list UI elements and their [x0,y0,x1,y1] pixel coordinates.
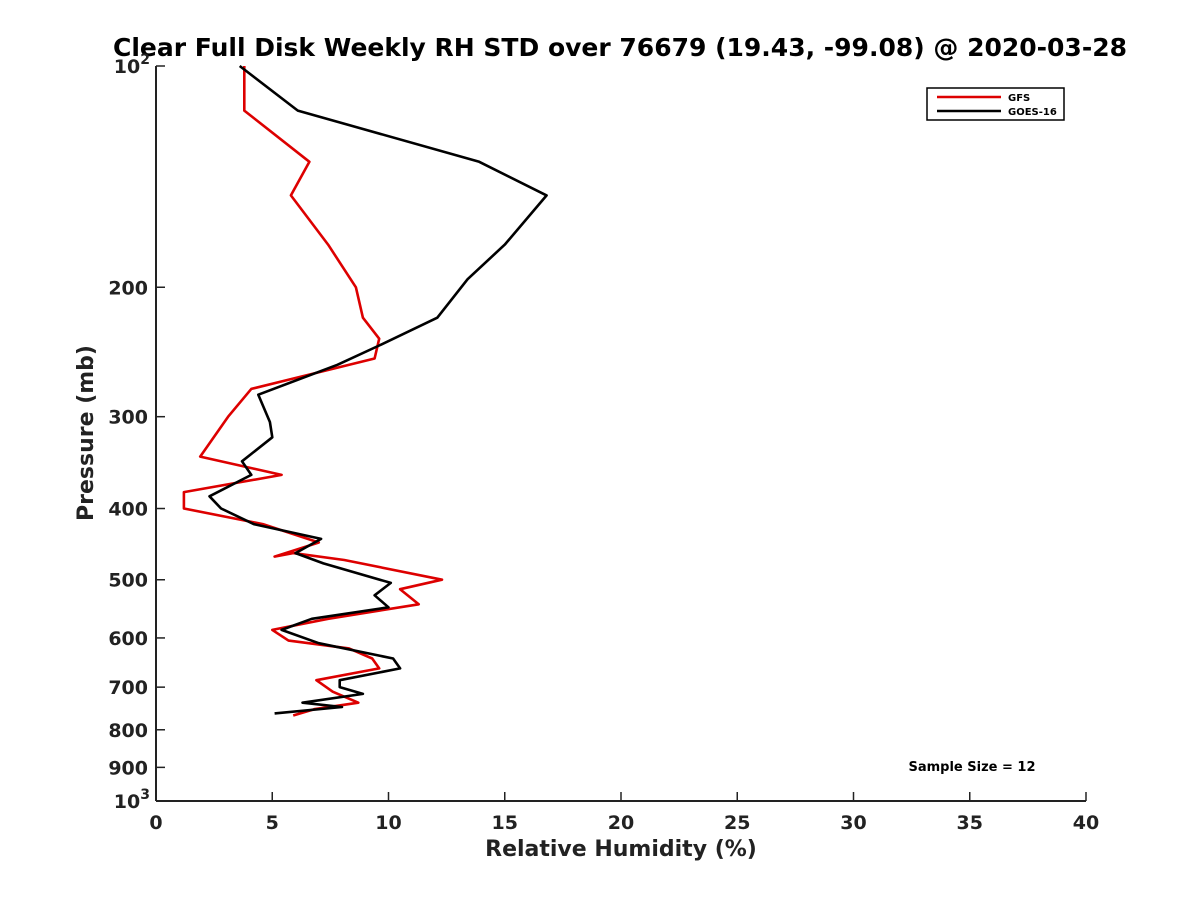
x-tick-label: 15 [492,812,518,834]
x-tick-label: 20 [608,812,634,834]
legend-label-goes16: GOES-16 [1008,107,1057,118]
x-tick-label: 10 [375,812,401,834]
y-tick-label: 400 [108,499,148,521]
x-tick-label: 40 [1073,812,1099,834]
sample-size-annotation: Sample Size = 12 [908,760,1035,775]
y-tick-label: 102 [114,52,150,78]
series-layer [182,64,548,717]
chart-title: Clear Full Disk Weekly RH STD over 76679… [113,33,1127,62]
x-ticks: 0 5 10 15 20 25 30 35 40 [149,792,1099,834]
y-ticks: 102 200 300 400 500 600 700 800 900 103 [108,52,165,813]
legend-label-gfs: GFS [1008,93,1030,104]
y-tick-label: 800 [108,720,148,742]
legend-box [926,87,1065,121]
y-tick-label: 300 [108,407,148,429]
y-tick-label: 900 [108,757,148,779]
x-tick-label: 0 [149,812,162,834]
series-line-gfs [182,66,444,717]
y-tick-label: 200 [108,277,148,299]
y-tick-label: 600 [108,628,148,650]
y-tick-label: 103 [114,787,150,813]
x-axis-label: Relative Humidity (%) [485,837,757,862]
plot-area [156,66,1086,801]
legend: GFS GOES-16 [926,87,1065,121]
y-tick-label: 700 [108,677,148,699]
series-line-goes16 [208,64,548,715]
x-tick-label: 25 [724,812,750,834]
x-tick-label: 30 [840,812,866,834]
y-axis-label: Pressure (mb) [74,345,99,521]
x-tick-label: 35 [957,812,983,834]
y-tick-label: 500 [108,570,148,592]
x-tick-label: 5 [266,812,279,834]
